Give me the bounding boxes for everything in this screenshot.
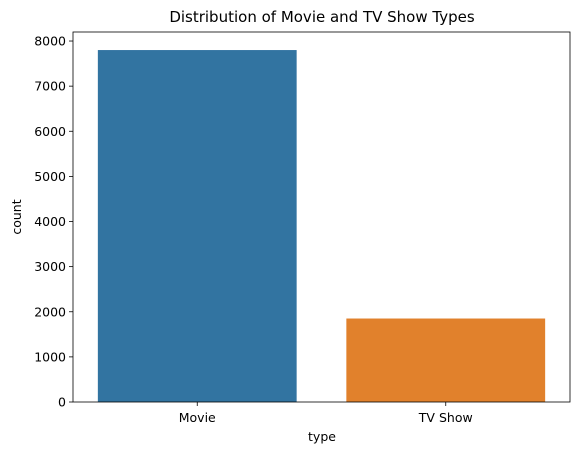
x-axis-label: type xyxy=(308,429,336,444)
y-tick-label: 8000 xyxy=(34,34,66,49)
y-tick-label: 6000 xyxy=(34,124,66,139)
y-tick-label: 0 xyxy=(58,395,66,410)
y-tick-label: 4000 xyxy=(34,214,66,229)
y-axis: 0 1000 2000 3000 4000 5000 6000 7000 8000 xyxy=(34,34,73,410)
x-axis: Movie TV Show xyxy=(179,402,473,425)
bar-movie xyxy=(97,50,297,403)
y-tick-label: 3000 xyxy=(34,259,66,274)
x-tick-label: Movie xyxy=(179,410,216,425)
x-tick-label: TV Show xyxy=(418,410,473,425)
plot-frame xyxy=(72,31,571,403)
y-tick-label: 2000 xyxy=(34,304,66,319)
bars-group xyxy=(97,50,546,403)
bar-tv-show xyxy=(346,318,546,402)
y-tick-label: 7000 xyxy=(34,79,66,94)
y-tick-label: 5000 xyxy=(34,169,66,184)
y-tick-label: 1000 xyxy=(34,349,66,364)
y-axis-label: count xyxy=(9,199,24,234)
chart-title: Distribution of Movie and TV Show Types xyxy=(169,8,475,26)
